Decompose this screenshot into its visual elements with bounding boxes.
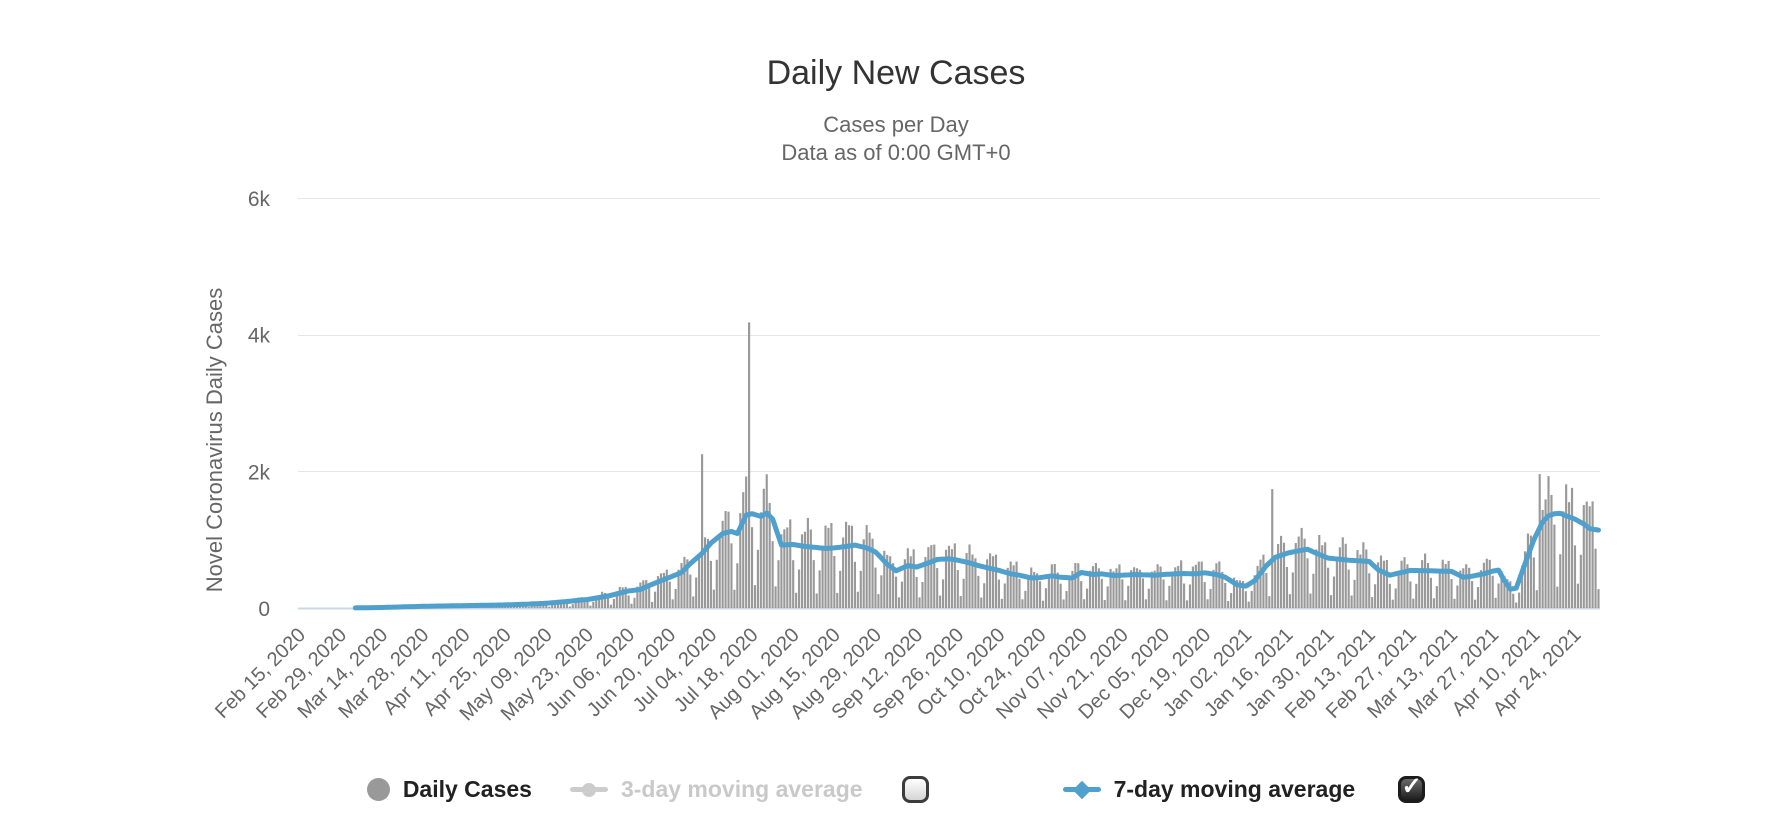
seven-day-average-checkbox[interactable]: ✓	[1398, 773, 1426, 803]
daily-cases-marker-icon	[366, 778, 390, 801]
legend: Daily Cases 3-day moving average 7-day m…	[0, 773, 1792, 803]
seven-day-average-marker-icon	[1062, 780, 1101, 799]
y-tick-label: 2k	[248, 461, 271, 484]
seven-day-average-line	[352, 510, 1601, 611]
y-tick-label: 0	[258, 598, 270, 621]
chart-subtitle-timestamp: Data as of 0:00 GMT+0	[781, 140, 1011, 165]
legend-label-7-day-moving-average: 7-day moving average	[1113, 776, 1356, 802]
checkmark-icon: ✓	[1401, 773, 1422, 800]
daily-cases-bars	[368, 322, 1600, 608]
legend-item-7-day-moving-average[interactable]: 7-day moving average ✓	[1062, 773, 1426, 803]
chart-subtitle: Cases per Day	[823, 112, 969, 137]
legend-label-3-day-moving-average: 3-day moving average	[620, 776, 863, 802]
three-day-average-marker-icon	[569, 782, 608, 797]
y-tick-label: 4k	[248, 325, 271, 348]
y-axis-labels: 0 2k 4k 6k	[248, 188, 271, 621]
legend-item-daily-cases[interactable]: Daily Cases	[366, 776, 532, 803]
gridlines	[298, 198, 1600, 472]
three-day-average-checkbox[interactable]	[901, 776, 929, 803]
legend-label-daily-cases: Daily Cases	[402, 776, 532, 802]
legend-item-3-day-moving-average[interactable]: 3-day moving average	[569, 776, 929, 803]
y-tick-label: 6k	[248, 188, 271, 211]
chart-title: Daily New Cases	[766, 54, 1026, 92]
